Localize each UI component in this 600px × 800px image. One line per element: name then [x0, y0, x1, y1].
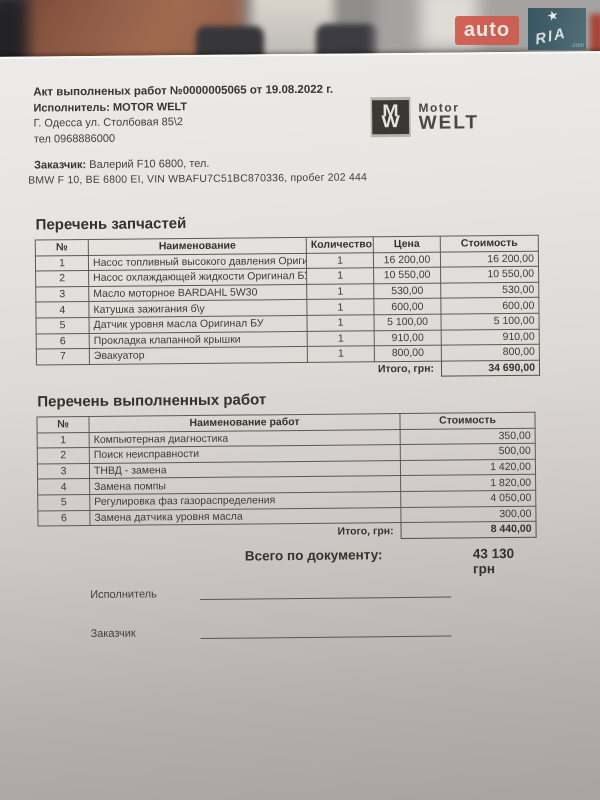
table-cell: 910,00: [441, 328, 540, 346]
table-cell: 5 100,00: [440, 313, 540, 330]
ria-dotcom-text: .com: [570, 43, 584, 49]
document-header: Акт выполненых работ №0000005065 от 19.0…: [28, 83, 367, 186]
col-header-price: Цена: [373, 236, 441, 253]
table-cell: 1: [35, 255, 89, 272]
executor-value: MOTOR WELT: [112, 100, 188, 114]
col-header-cost: Стоимость: [440, 235, 539, 252]
parts-total-value: 34 690,00: [441, 359, 540, 377]
table-cell: 4: [35, 301, 90, 319]
customer-label: Заказчик:: [33, 158, 87, 172]
table-cell: 1 820,00: [400, 474, 536, 492]
executor-label: Исполнитель:: [33, 101, 110, 115]
col-header-qty: Количество: [306, 236, 374, 254]
autoria-watermark: auto ★ RIA .com: [455, 8, 586, 50]
background-red-object: [590, 14, 600, 60]
col-header-cost: Стоимость: [399, 412, 536, 430]
table-cell: 3: [37, 463, 90, 480]
table-cell: 1: [307, 345, 375, 363]
table-cell: 10 550,00: [373, 267, 441, 284]
motor-welt-monogram-icon: M W: [370, 96, 411, 138]
works-table: № Наименование работ Стоимость 1 Компьюте…: [36, 412, 537, 543]
table-cell: 1: [306, 267, 374, 285]
monogram-letters: M W: [372, 99, 410, 135]
table-cell: 1: [306, 252, 374, 269]
auto-logo-badge: auto: [455, 16, 519, 45]
table-cell: 6: [36, 333, 90, 350]
executor-signature-line: [200, 584, 452, 600]
document-total-line: Всего по документу: 43 130 грн: [38, 546, 534, 576]
table-cell: 300,00: [400, 505, 536, 523]
table-cell: 10 550,00: [440, 266, 539, 283]
grand-total-value: 43 130 грн: [472, 545, 515, 577]
table-cell: 600,00: [440, 297, 539, 315]
table-cell: 800,00: [374, 345, 442, 362]
table-cell: 600,00: [373, 298, 441, 315]
table-cell: 1: [306, 283, 374, 300]
star-icon: ★: [545, 8, 561, 25]
table-cell: 530,00: [373, 282, 441, 300]
customer-signature-line: [200, 623, 452, 639]
table-cell: Насос охлаждающей жидкости Оригинал БУ: [88, 268, 307, 287]
executor-line: Исполнитель: MOTOR WELT: [33, 99, 366, 114]
table-cell: 5: [36, 317, 90, 334]
table-cell: 1 420,00: [400, 459, 536, 476]
customer-signature-label: Заказчик: [90, 627, 136, 641]
col-header-num: №: [35, 239, 89, 256]
document-page: Акт выполненых работ №0000005065 от 19.0…: [0, 50, 600, 800]
grand-total-label: Всего по документу:: [244, 547, 383, 564]
table-cell: 3: [35, 286, 89, 303]
phone-line: тел 0968886000: [33, 132, 116, 146]
table-cell: 5: [37, 494, 90, 511]
table-cell: 800,00: [441, 344, 540, 361]
parts-table-body: 1 Насос топливный высокого давления Ориги…: [35, 250, 540, 365]
customer-value: Валерий F10 6800, тел.: [89, 157, 210, 171]
vehicle-line: BMW F 10, BE 6800 EI, VIN WBAFU7C51BC870…: [28, 170, 368, 187]
table-cell: 16 200,00: [373, 251, 441, 268]
table-cell: 6: [37, 510, 91, 527]
motor-welt-wordmark: Motor WELT: [418, 100, 479, 133]
table-cell: 5 100,00: [373, 314, 442, 331]
table-cell: 1: [306, 299, 374, 316]
table-cell: 2: [35, 270, 89, 287]
table-cell: 4 050,00: [400, 490, 536, 508]
table-cell: Насос топливный высокого давления Ориги: [88, 253, 307, 271]
table-cell: 7: [36, 348, 90, 365]
table-cell: 910,00: [374, 329, 442, 346]
document-title: Акт выполненых работ №0000005065 от 19.0…: [33, 83, 334, 99]
parts-total-label: Итого, грн:: [377, 363, 435, 376]
table-cell: 2: [37, 447, 90, 464]
ria-logo-badge: ★ RIA .com: [528, 8, 586, 50]
table-cell: 350,00: [400, 427, 536, 445]
customer-signature-row: Заказчик: [90, 623, 452, 641]
brand-welt: WELT: [418, 112, 480, 134]
works-total-value: 8 440,00: [400, 521, 537, 539]
address-line: Г. Одесса ул. Столбовая 85\2: [33, 116, 184, 130]
works-table-body: 1 Компьютерная диагностика 350,00 2 Поиск не…: [37, 427, 536, 527]
col-header-num: №: [36, 416, 90, 433]
table-cell: 1: [307, 330, 375, 347]
table-cell: 1: [37, 432, 90, 449]
table-cell: 4: [37, 478, 90, 495]
executor-signature-label: Исполнитель: [90, 588, 157, 602]
parts-table: № Наименование Количество Цена Стоимость…: [35, 235, 540, 381]
table-cell: 500,00: [400, 443, 536, 461]
customer-line: Заказчик: Валерий F10 6800, тел.: [34, 156, 367, 171]
works-section-title: Перечень выполненных работ: [37, 391, 267, 411]
table-cell: 530,00: [440, 281, 539, 299]
monogram-w: W: [381, 112, 400, 132]
parts-section-title: Перечень запчастей: [35, 215, 187, 234]
table-cell: 16 200,00: [440, 250, 539, 268]
table-cell: 1: [306, 314, 375, 331]
executor-signature-row: Исполнитель: [90, 584, 452, 602]
motor-welt-logo: M W Motor WELT: [370, 96, 479, 138]
ria-logo-text: RIA: [534, 24, 568, 49]
works-total-label: Итого, грн:: [337, 524, 394, 538]
